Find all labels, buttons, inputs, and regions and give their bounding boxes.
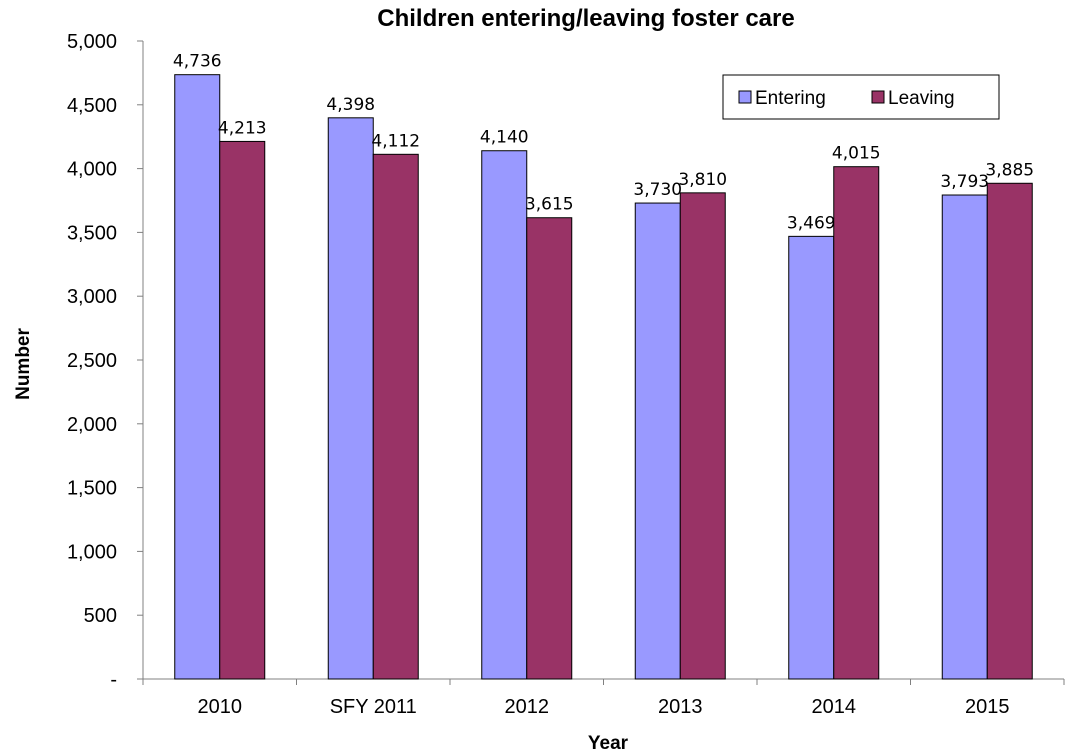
y-tick-label: 2,500 xyxy=(67,350,117,372)
bar-entering xyxy=(941,194,988,680)
bar-leaving xyxy=(986,182,1033,680)
bar-leaving xyxy=(526,217,573,680)
x-tick-label: 2015 xyxy=(965,696,1010,718)
bar-leaving xyxy=(372,153,419,680)
data-label: 3,615 xyxy=(525,195,574,215)
y-tick-label: 5,000 xyxy=(67,31,117,53)
data-label: 4,015 xyxy=(832,144,881,164)
x-tick-label: 2010 xyxy=(198,696,243,718)
y-tick-label: 3,000 xyxy=(67,286,117,308)
legend: Entering Leaving xyxy=(722,74,1000,120)
x-tick-label: SFY 2011 xyxy=(330,696,417,718)
bar-entering xyxy=(788,235,835,680)
x-tick-label: 2013 xyxy=(658,696,703,718)
plot-area: - 500 1,000 1,500 2,000 2,500 3,000 3,500 4,000 4… xyxy=(67,31,1065,718)
y-tick-label: 4,000 xyxy=(67,159,117,181)
y-tick-label: 500 xyxy=(84,605,117,627)
data-label: 4,736 xyxy=(173,52,222,72)
data-label: 4,112 xyxy=(371,131,420,151)
bar-leaving xyxy=(219,140,266,680)
chart-title: Children entering/leaving foster care xyxy=(377,5,794,32)
data-label: 4,213 xyxy=(218,118,267,138)
data-label: 4,140 xyxy=(480,128,529,148)
data-label: 3,810 xyxy=(678,170,727,190)
data-label: 4,398 xyxy=(326,95,375,115)
x-tick-label: 2012 xyxy=(505,696,550,718)
legend-label-leaving: Leaving xyxy=(888,88,955,109)
bar-entering xyxy=(481,150,528,680)
bar-leaving xyxy=(833,166,880,680)
legend-box xyxy=(722,74,1000,120)
y-tick-label: 3,500 xyxy=(67,222,117,244)
y-tick-label: 4,500 xyxy=(67,95,117,117)
bar-entering xyxy=(174,74,221,680)
y-tick-label: 1,000 xyxy=(67,541,117,563)
legend-label-entering: Entering xyxy=(755,88,826,109)
data-label: 3,730 xyxy=(633,180,682,200)
y-tick-label: - xyxy=(110,669,117,691)
legend-swatch-leaving xyxy=(871,90,885,104)
y-tick-label: 2,000 xyxy=(67,414,117,436)
y-axis-title: Number xyxy=(13,328,34,400)
data-label: 3,885 xyxy=(985,160,1034,180)
bar-entering xyxy=(634,202,681,680)
data-label: 3,793 xyxy=(940,172,989,192)
x-tick-label: 2014 xyxy=(812,696,857,718)
legend-swatch-entering xyxy=(738,90,752,104)
bar-leaving xyxy=(679,192,726,680)
data-label: 3,469 xyxy=(787,213,836,233)
bar-entering xyxy=(327,117,374,680)
x-axis-title: Year xyxy=(588,733,629,754)
y-tick-label: 1,500 xyxy=(67,478,117,500)
